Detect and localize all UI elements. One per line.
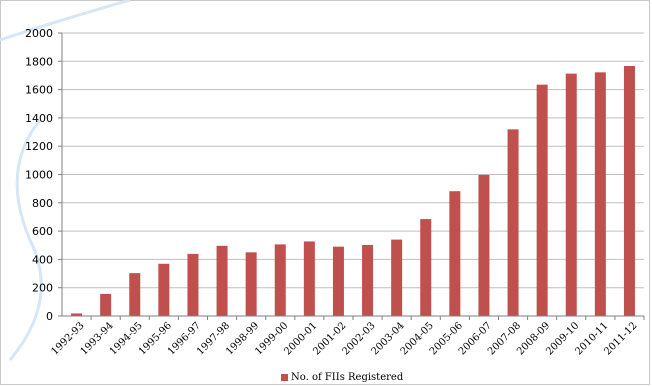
y-tick-label: 1400 — [25, 112, 53, 125]
bar — [623, 65, 635, 316]
legend: No. of FIIs Registered — [281, 370, 403, 384]
bar — [158, 263, 170, 316]
bar — [594, 72, 606, 316]
legend-label: No. of FIIs Registered — [291, 371, 404, 383]
bar — [449, 191, 461, 316]
y-tick-label: 600 — [32, 225, 53, 238]
bar — [245, 252, 257, 316]
watermark-arc-left — [8, 119, 43, 361]
y-tick-label: 400 — [32, 253, 53, 266]
bar — [565, 73, 577, 316]
bar — [362, 244, 374, 316]
y-tick-label: 0 — [46, 310, 53, 323]
bar — [274, 244, 286, 316]
y-tick-label: 1000 — [25, 169, 53, 182]
bar — [100, 293, 112, 316]
bar — [303, 241, 315, 316]
watermark-arc-top — [0, 0, 131, 42]
y-axis: 0 200 400 600 800 1000 1200 1400 1600 1800 2000 — [25, 27, 63, 323]
x-axis: 1992-931993-941994-951995-961996-971997-… — [50, 315, 645, 358]
bar — [420, 219, 432, 316]
y-tick-label: 200 — [32, 282, 53, 295]
y-tick-label: 1600 — [25, 84, 53, 97]
bar — [507, 129, 519, 316]
bar — [71, 313, 83, 316]
y-tick-label: 1800 — [25, 55, 53, 68]
bar — [332, 246, 344, 316]
y-tick-label: 800 — [32, 197, 53, 210]
gridlines — [62, 32, 644, 317]
bar — [187, 253, 199, 316]
y-tick-label: 2000 — [25, 27, 53, 40]
bar — [129, 273, 141, 316]
y-tick-label: 1200 — [25, 140, 53, 153]
bars — [71, 65, 635, 317]
bar — [536, 84, 548, 317]
legend-swatch — [281, 373, 288, 381]
bar — [216, 245, 228, 316]
bar — [478, 174, 490, 316]
bar — [391, 239, 403, 316]
